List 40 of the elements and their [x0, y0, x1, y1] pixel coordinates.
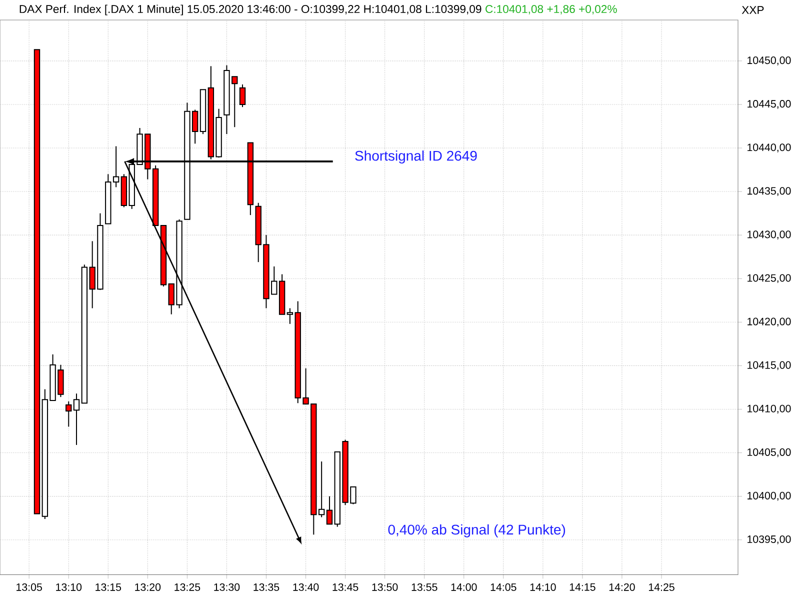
text: XXP	[742, 6, 764, 14]
x-tick-label: 14:05	[490, 583, 516, 591]
x-tick-label: 14:25	[648, 583, 674, 591]
candlestick	[66, 400, 72, 428]
y-tick-label: 10425,00	[748, 274, 791, 284]
chart-subtitle: C:10401,08 +1,86 +0,02%	[486, 5, 617, 14]
annotation: 0,40% ab Signal (42 Punkte)	[388, 524, 566, 538]
x-tick-label: 13:50	[372, 583, 398, 591]
y-tick-label: 10440,00	[748, 144, 791, 152]
y-tick-label: 10410,00	[748, 404, 791, 414]
y-tick-label: 10395,00	[748, 535, 791, 544]
candlestick	[326, 496, 333, 525]
y-tick-label: 10435,00	[748, 187, 791, 196]
y-tick-label: 10415,00	[748, 361, 791, 370]
x-tick-label: 13:10	[56, 583, 82, 591]
x-tick-label: 13:30	[214, 583, 240, 591]
x-tick-label: 14:10	[530, 583, 556, 591]
y-tick-label: 10405,00	[748, 448, 791, 458]
x-tick-label: 13:55	[412, 583, 438, 591]
x-tick-label: 13:40	[293, 583, 319, 591]
x-tick-label: 13:05	[16, 583, 42, 591]
y-tick-label: 10445,00	[748, 100, 791, 109]
y-tick-label: 10400,00	[748, 492, 791, 501]
x-tick-label: 14:00	[451, 583, 477, 591]
candlestick	[112, 146, 120, 188]
x-tick-label: 14:20	[609, 583, 635, 591]
x-tick-label: 14:15	[570, 583, 596, 591]
candlestick	[73, 393, 80, 446]
x-tick-label: 13:35	[254, 583, 280, 591]
chart-title: DAX Perf. Index [.DAX 1 Minute] 15.05.2020 13:46:00 - O:10399,22 H:10401,08 L:10399,09	[20, 4, 482, 16]
x-tick-label: 13:25	[174, 583, 200, 591]
y-tick-label: 10420,00	[748, 318, 791, 327]
annotation: Shortsignal ID 2649	[355, 150, 477, 164]
x-tick-label: 13:45	[332, 583, 358, 591]
x-tick-label: 13:15	[96, 583, 122, 591]
x-tick-label: 13:20	[135, 583, 161, 591]
candlestick	[286, 308, 294, 324]
candlestick	[239, 84, 246, 108]
y-tick-label: 10430,00	[748, 230, 791, 240]
y-tick-label: 10450,00	[748, 56, 791, 66]
